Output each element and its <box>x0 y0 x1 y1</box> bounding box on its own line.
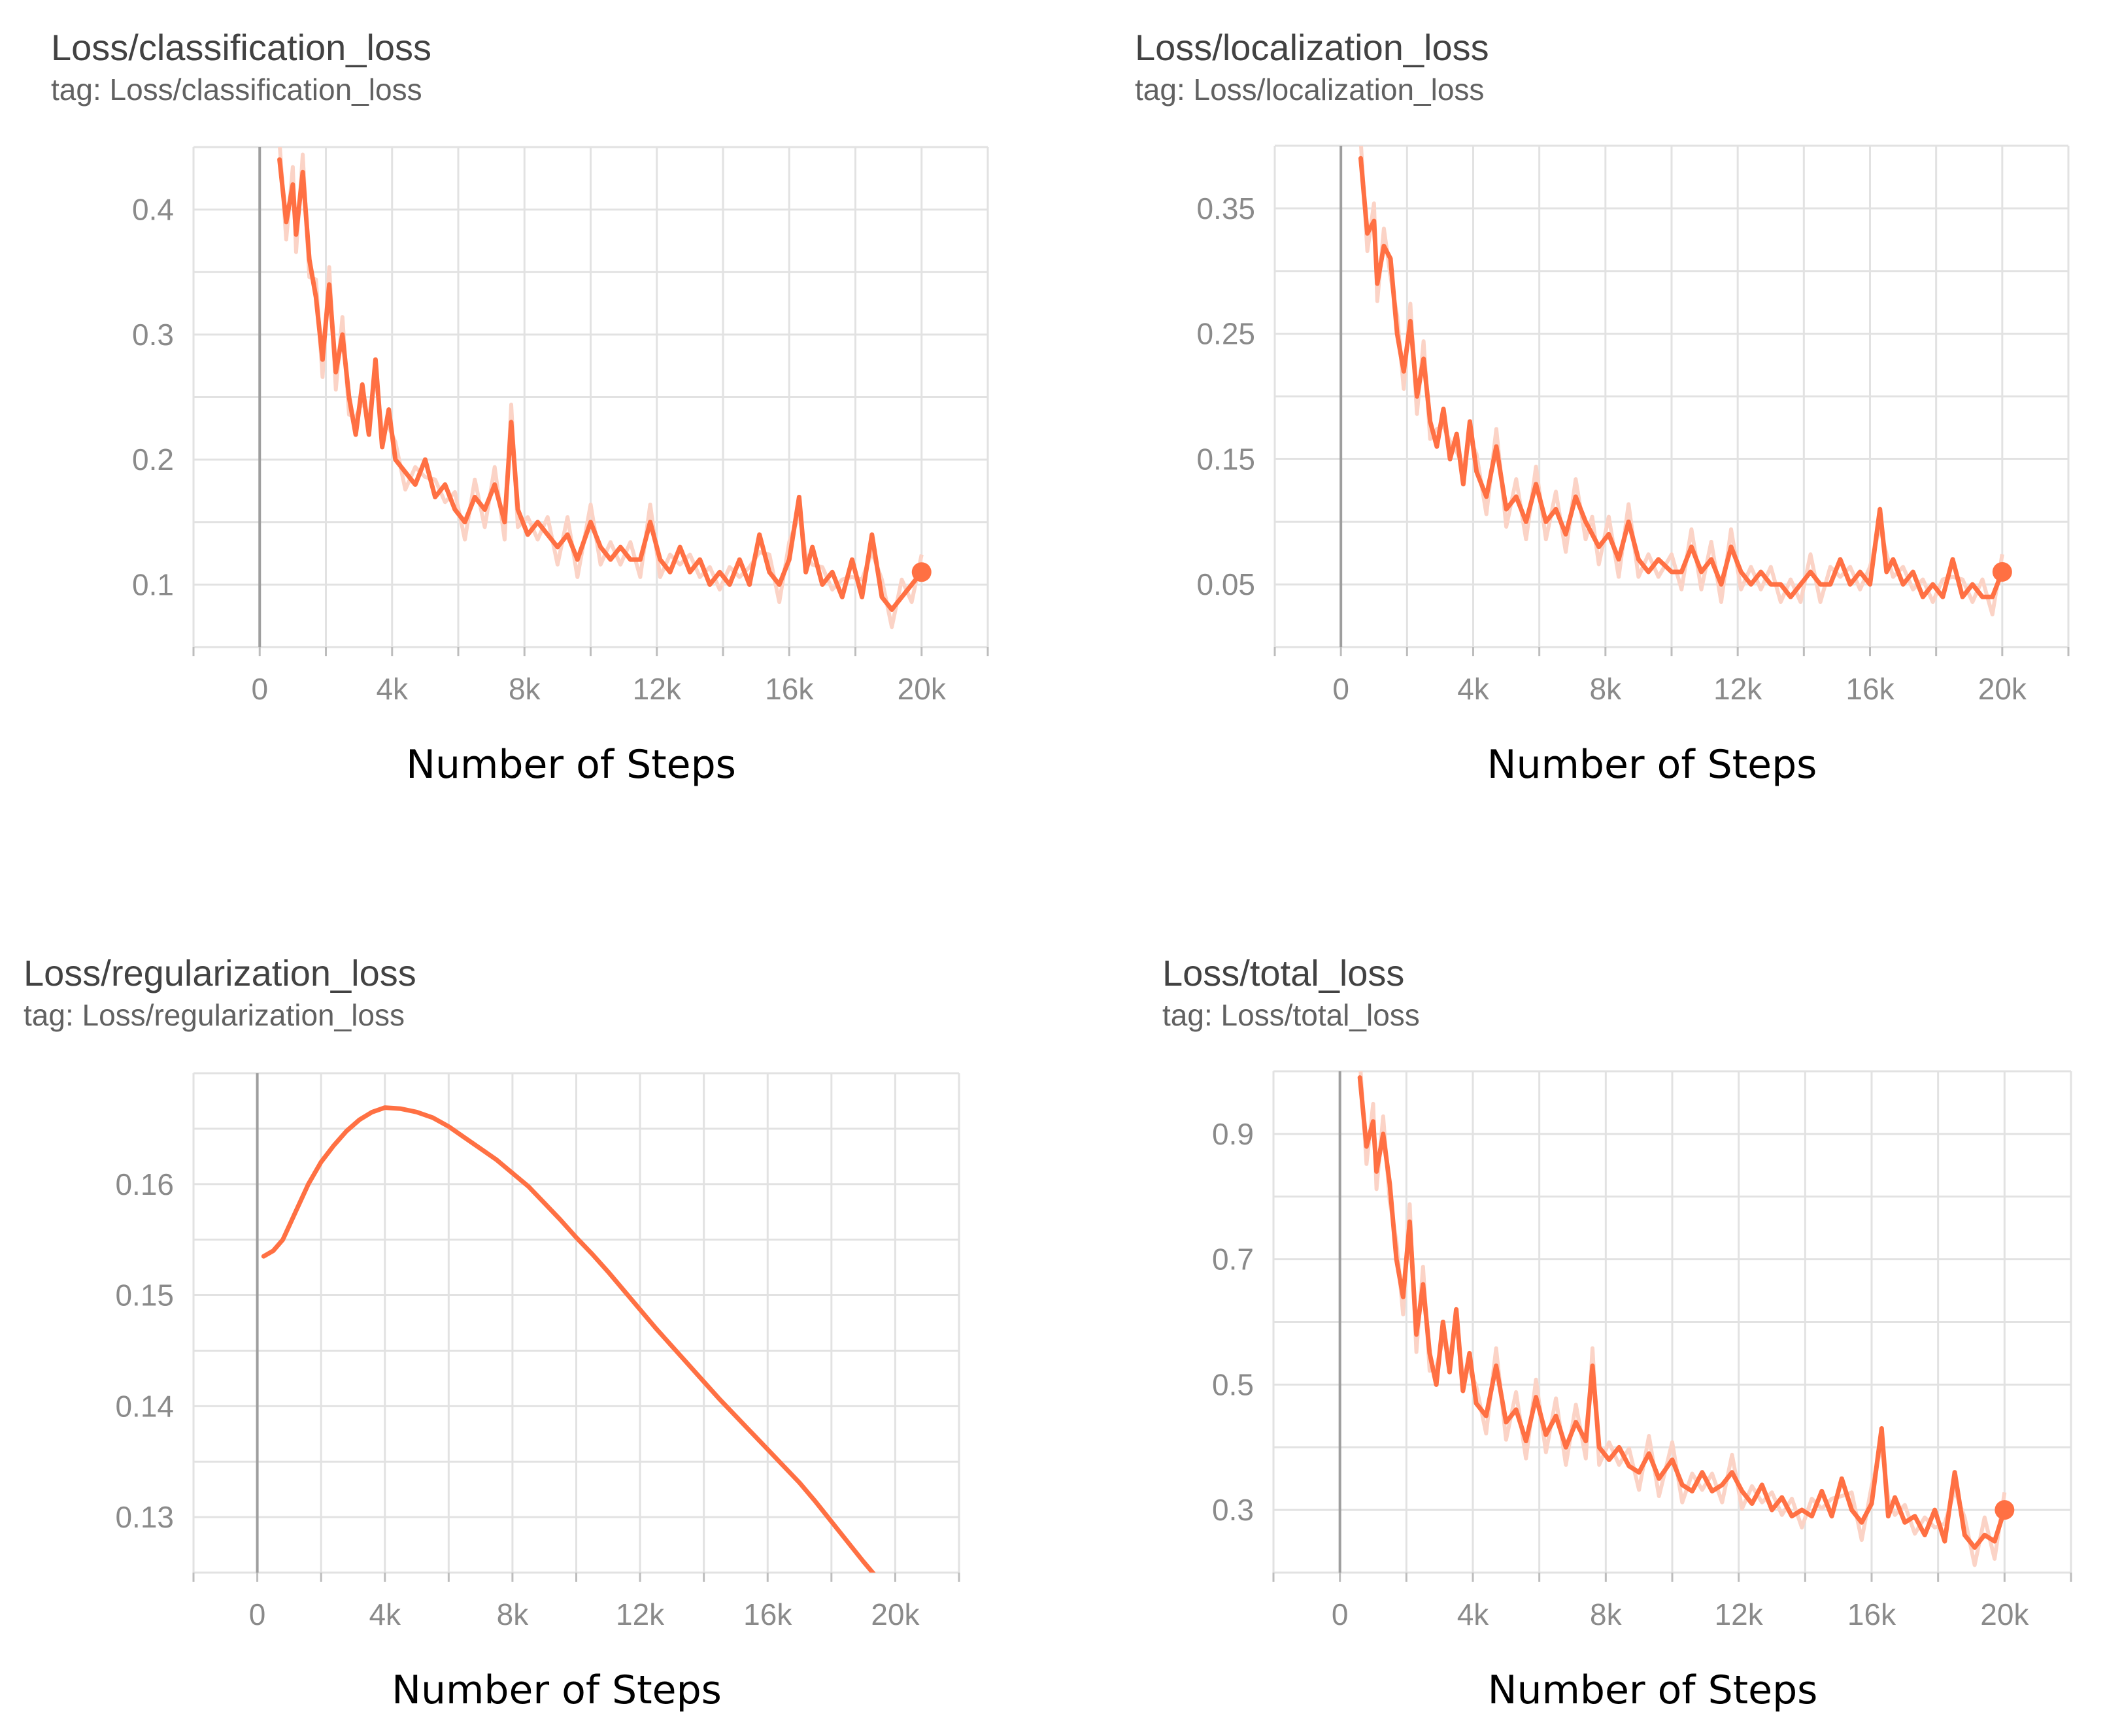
x-tick-label: 20k <box>898 672 947 706</box>
y-tick-label: 0.35 <box>1196 192 1255 225</box>
x-tick-label: 20k <box>1978 672 2027 706</box>
x-tick-label: 16k <box>1847 1597 1896 1631</box>
x-tick-label: 8k <box>497 1597 530 1631</box>
y-tick-label: 0.2 <box>132 442 174 476</box>
x-axis-label: Number of Steps <box>406 742 736 788</box>
series-line <box>1357 1075 2007 1550</box>
y-tick-label: 0.3 <box>132 318 174 352</box>
x-axis-label: Number of Steps <box>1487 742 1817 788</box>
x-tick-label: 4k <box>369 1597 401 1631</box>
x-tick-label: 8k <box>1590 1597 1623 1631</box>
chart-tag: tag: Loss/total_loss <box>1162 998 1420 1032</box>
series-line <box>277 157 924 612</box>
chart-title: Loss/regularization_loss <box>24 952 416 993</box>
x-tick-label: 12k <box>616 1597 665 1631</box>
total-loss-chart: 0 4k 8k 12k 16k 20k 0.3 0.5 0.7 0.9 Number of Step… <box>1212 1070 2072 1713</box>
y-tick-label: 0.14 <box>115 1389 174 1423</box>
x-tick-label: 12k <box>633 672 682 706</box>
x-tick-label: 0 <box>1332 672 1349 706</box>
y-tick-label: 0.3 <box>1212 1493 1254 1527</box>
y-tick-label: 0.15 <box>115 1278 174 1312</box>
classification-loss-panel: Loss/classification_loss tag: Loss/class… <box>51 26 1071 810</box>
total-loss-panel: Loss/total_loss tag: Loss/total_loss 0 4k… <box>1162 952 2122 1736</box>
chart-title: Loss/localization_loss <box>1135 27 1489 68</box>
x-axis-label: Number of Steps <box>1488 1667 1818 1713</box>
last-point-marker <box>1992 561 2012 582</box>
localization-loss-panel: Loss/localization_loss tag: Loss/localiz… <box>1135 26 2122 810</box>
y-tick-label: 0.13 <box>115 1500 174 1534</box>
x-tick-label: 12k <box>1713 672 1762 706</box>
series-line <box>261 1105 876 1573</box>
x-tick-label: 0 <box>249 1597 266 1631</box>
x-axis-label: Number of Steps <box>392 1667 722 1713</box>
regularization-loss-chart: 0 4k 8k 12k 16k 20k 0.13 0.14 0.15 0.16 Number of … <box>115 1072 960 1713</box>
x-tick-label: 16k <box>743 1597 792 1631</box>
chart-tag: tag: Loss/regularization_loss <box>24 998 405 1032</box>
x-tick-label: 20k <box>1980 1597 2029 1631</box>
x-tick-label: 4k <box>1457 672 1490 706</box>
x-tick-label: 4k <box>1457 1597 1490 1631</box>
y-tick-label: 0.16 <box>115 1167 174 1201</box>
regularization-loss-panel: Loss/regularization_loss tag: Loss/regul… <box>24 952 1043 1736</box>
x-tick-label: 8k <box>509 672 541 706</box>
raw-series-line <box>1358 146 2004 617</box>
y-tick-label: 0.25 <box>1196 317 1255 351</box>
x-tick-label: 16k <box>1845 672 1895 706</box>
y-tick-label: 0.5 <box>1212 1367 1254 1401</box>
chart-title: Loss/total_loss <box>1162 952 1405 993</box>
x-tick-label: 0 <box>251 672 268 706</box>
x-tick-label: 4k <box>376 672 409 706</box>
chart-tag: tag: Loss/localization_loss <box>1135 73 1485 107</box>
chart-tag: tag: Loss/classification_loss <box>51 73 422 107</box>
x-tick-label: 20k <box>871 1597 920 1631</box>
y-tick-label: 0.05 <box>1196 567 1255 601</box>
chart-title: Loss/classification_loss <box>51 27 432 68</box>
y-tick-label: 0.4 <box>132 193 174 227</box>
y-tick-label: 0.7 <box>1212 1243 1254 1277</box>
series-line <box>1358 156 2005 599</box>
x-tick-label: 16k <box>765 672 814 706</box>
classification-loss-chart: 0 4k 8k 12k 16k 20k 0.1 0.2 0.3 0.4 Number of Step… <box>132 146 989 788</box>
y-tick-label: 0.15 <box>1196 442 1255 476</box>
x-tick-label: 0 <box>1332 1597 1349 1631</box>
y-tick-label: 0.1 <box>132 567 174 601</box>
last-point-marker <box>1995 1500 2015 1520</box>
localization-loss-chart: 0 4k 8k 12k 16k 20k 0.05 0.15 0.25 0.35 Number of … <box>1196 144 2070 788</box>
x-tick-label: 12k <box>1715 1597 1764 1631</box>
y-tick-label: 0.9 <box>1212 1117 1254 1151</box>
last-point-marker <box>911 562 932 582</box>
x-tick-label: 8k <box>1590 672 1623 706</box>
